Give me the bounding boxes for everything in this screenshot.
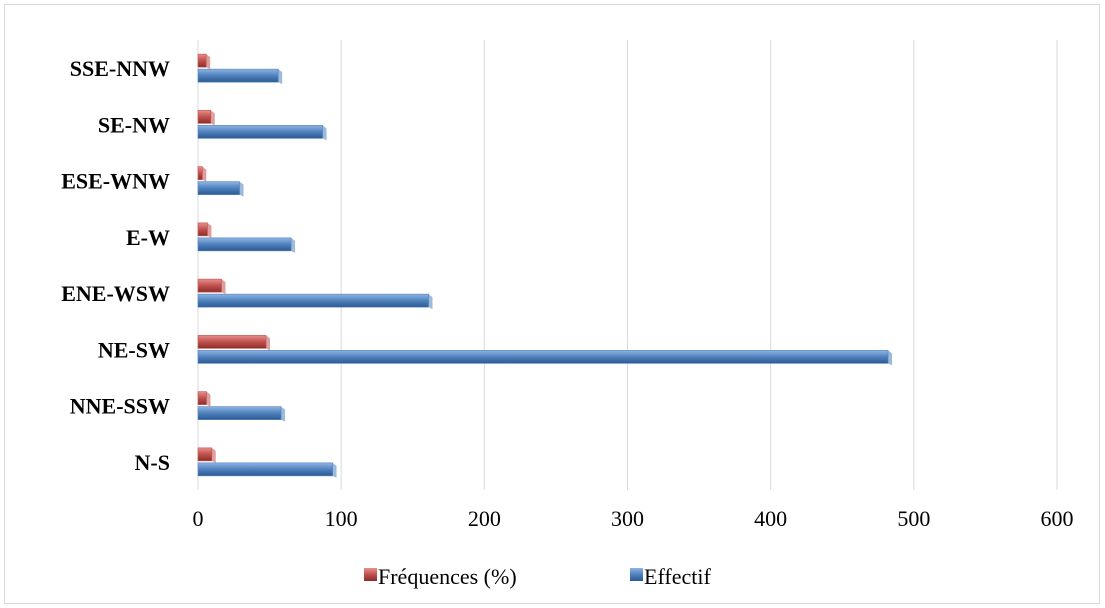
bar-cap-effectif-se-nw	[322, 125, 327, 141]
category-label-e-w: E-W	[126, 225, 170, 250]
category-label-ese-wnw: ESE-WNW	[61, 169, 170, 194]
bar-cap-frequences-ese-wnw	[202, 166, 207, 182]
chart-frame	[4, 4, 1100, 604]
x-tick-label-400: 400	[754, 506, 787, 531]
bar-cap-effectif-ene-wsw	[428, 294, 433, 310]
bar-cap-frequences-e-w	[207, 222, 212, 238]
x-tick-label-600: 600	[1041, 506, 1074, 531]
bar-cap-frequences-ene-wsw	[221, 279, 226, 295]
legend-label-frequences: Fréquences (%)	[378, 564, 517, 589]
x-tick-label-200: 200	[468, 506, 501, 531]
x-tick-labels: 0 100 200 300 400 500 600	[193, 506, 1074, 531]
x-tick-label-300: 300	[611, 506, 644, 531]
bar-cap-effectif-nne-ssw	[281, 406, 286, 422]
bar-frequences-ne-sw	[197, 335, 267, 349]
bar-cap-frequences-nne-ssw	[206, 391, 211, 407]
bar-effectif-ene-wsw	[197, 293, 429, 308]
x-tick-label-100: 100	[325, 506, 358, 531]
category-label-se-nw: SE-NW	[98, 112, 170, 137]
category-label-sse-nnw: SSE-NNW	[70, 56, 170, 81]
bar-frequences-se-nw	[197, 110, 212, 124]
bar-effectif-ese-wnw	[197, 181, 240, 195]
bar-cap-effectif-n-s	[332, 462, 337, 478]
x-tick-label-500: 500	[897, 506, 930, 531]
bar-cap-effectif-e-w	[291, 237, 296, 253]
bar-frequences-n-s	[197, 447, 213, 462]
bar-effectif-se-nw	[197, 125, 323, 139]
legend-swatch-frequences	[364, 568, 377, 581]
bar-cap-frequences-ne-sw	[266, 335, 271, 351]
bar-effectif-n-s	[197, 462, 333, 477]
bar-effectif-nne-ssw	[197, 406, 282, 420]
gridlines	[197, 40, 1058, 490]
bar-effectif-e-w	[197, 237, 292, 252]
bar-cap-frequences-se-nw	[210, 110, 215, 126]
bar-frequences-ese-wnw	[197, 166, 203, 180]
category-label-n-s: N-S	[135, 450, 170, 475]
bar-cap-effectif-ne-sw	[888, 350, 893, 366]
bar-cap-frequences-sse-nnw	[206, 54, 211, 70]
category-label-nne-ssw: NNE-SSW	[70, 394, 170, 419]
x-tick-label-0: 0	[193, 506, 204, 531]
legend: Fréquences (%) Effectif	[364, 564, 711, 589]
bar-cap-frequences-n-s	[211, 447, 216, 463]
bar-frequences-ene-wsw	[197, 278, 222, 293]
category-labels: N-S NNE-SSW NE-SW ENE-WSW E-W ESE-WNW SE-NW SSE…	[61, 56, 170, 475]
bar-frequences-e-w	[197, 222, 208, 237]
bar-effectif-sse-nnw	[197, 68, 279, 83]
bar-frequences-sse-nnw	[197, 53, 207, 68]
bar-frequences-nne-ssw	[197, 391, 207, 405]
bar-effectif-ne-sw	[197, 350, 889, 364]
bar-cap-effectif-ese-wnw	[239, 181, 244, 197]
legend-label-effectif: Effectif	[644, 564, 711, 589]
bars	[197, 53, 893, 478]
legend-swatch-effectif	[630, 568, 643, 581]
category-label-ene-wsw: ENE-WSW	[61, 281, 170, 306]
category-label-ne-sw: NE-SW	[98, 337, 170, 362]
bar-cap-effectif-sse-nnw	[278, 69, 283, 85]
